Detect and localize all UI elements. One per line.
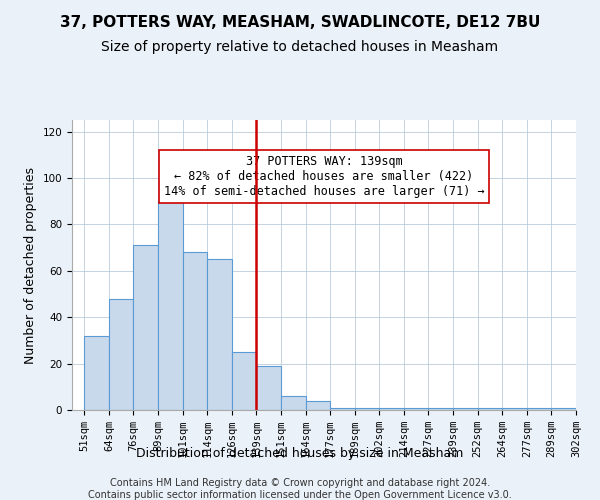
- Bar: [84, 336, 109, 410]
- Bar: [502, 408, 527, 410]
- Bar: [355, 408, 379, 410]
- Bar: [207, 259, 232, 410]
- Bar: [478, 408, 502, 410]
- Text: 37, POTTERS WAY, MEASHAM, SWADLINCOTE, DE12 7BU: 37, POTTERS WAY, MEASHAM, SWADLINCOTE, D…: [60, 15, 540, 30]
- Bar: [453, 408, 478, 410]
- Y-axis label: Number of detached properties: Number of detached properties: [24, 166, 37, 364]
- Bar: [182, 252, 207, 410]
- Bar: [232, 352, 256, 410]
- Text: Contains HM Land Registry data © Crown copyright and database right 2024.: Contains HM Land Registry data © Crown c…: [110, 478, 490, 488]
- Bar: [158, 201, 182, 410]
- Text: Size of property relative to detached houses in Measham: Size of property relative to detached ho…: [101, 40, 499, 54]
- Text: 37 POTTERS WAY: 139sqm
← 82% of detached houses are smaller (422)
14% of semi-de: 37 POTTERS WAY: 139sqm ← 82% of detached…: [164, 155, 484, 198]
- Bar: [256, 366, 281, 410]
- Text: Distribution of detached houses by size in Measham: Distribution of detached houses by size …: [136, 448, 464, 460]
- Bar: [133, 246, 158, 410]
- Bar: [305, 400, 330, 410]
- Text: Contains public sector information licensed under the Open Government Licence v3: Contains public sector information licen…: [88, 490, 512, 500]
- Bar: [330, 408, 355, 410]
- Bar: [428, 408, 453, 410]
- Bar: [109, 298, 133, 410]
- Bar: [551, 408, 576, 410]
- Bar: [281, 396, 305, 410]
- Bar: [404, 408, 428, 410]
- Bar: [527, 408, 551, 410]
- Bar: [379, 408, 404, 410]
